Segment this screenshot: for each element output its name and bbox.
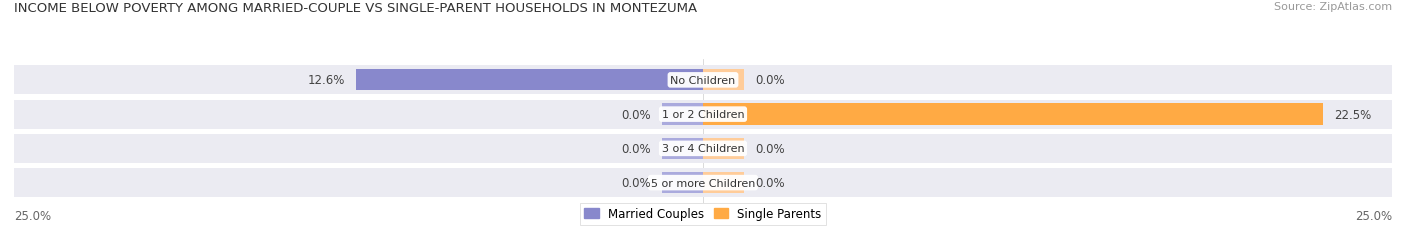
Bar: [703, 172, 744, 193]
Text: INCOME BELOW POVERTY AMONG MARRIED-COUPLE VS SINGLE-PARENT HOUSEHOLDS IN MONTEZU: INCOME BELOW POVERTY AMONG MARRIED-COUPL…: [14, 2, 697, 15]
Text: 0.0%: 0.0%: [621, 176, 651, 189]
Text: 0.0%: 0.0%: [755, 142, 785, 155]
Text: 3 or 4 Children: 3 or 4 Children: [662, 144, 744, 154]
Text: 25.0%: 25.0%: [1355, 209, 1392, 222]
Text: 0.0%: 0.0%: [755, 176, 785, 189]
Text: 0.0%: 0.0%: [755, 74, 785, 87]
Bar: [14, 168, 1392, 197]
Text: 22.5%: 22.5%: [1334, 108, 1371, 121]
Text: Source: ZipAtlas.com: Source: ZipAtlas.com: [1274, 2, 1392, 12]
Text: 12.6%: 12.6%: [308, 74, 344, 87]
Bar: [356, 70, 703, 91]
Bar: [14, 134, 1392, 163]
Bar: [662, 172, 703, 193]
Bar: [703, 138, 744, 159]
Bar: [14, 100, 1392, 129]
Text: 0.0%: 0.0%: [621, 142, 651, 155]
Text: 25.0%: 25.0%: [14, 209, 51, 222]
Bar: [703, 70, 744, 91]
Bar: [703, 104, 1323, 125]
Text: 0.0%: 0.0%: [621, 108, 651, 121]
Bar: [14, 66, 1392, 95]
Bar: [662, 104, 703, 125]
Bar: [662, 138, 703, 159]
Text: No Children: No Children: [671, 76, 735, 85]
Text: 5 or more Children: 5 or more Children: [651, 178, 755, 188]
Text: 1 or 2 Children: 1 or 2 Children: [662, 110, 744, 120]
Legend: Married Couples, Single Parents: Married Couples, Single Parents: [579, 203, 827, 225]
